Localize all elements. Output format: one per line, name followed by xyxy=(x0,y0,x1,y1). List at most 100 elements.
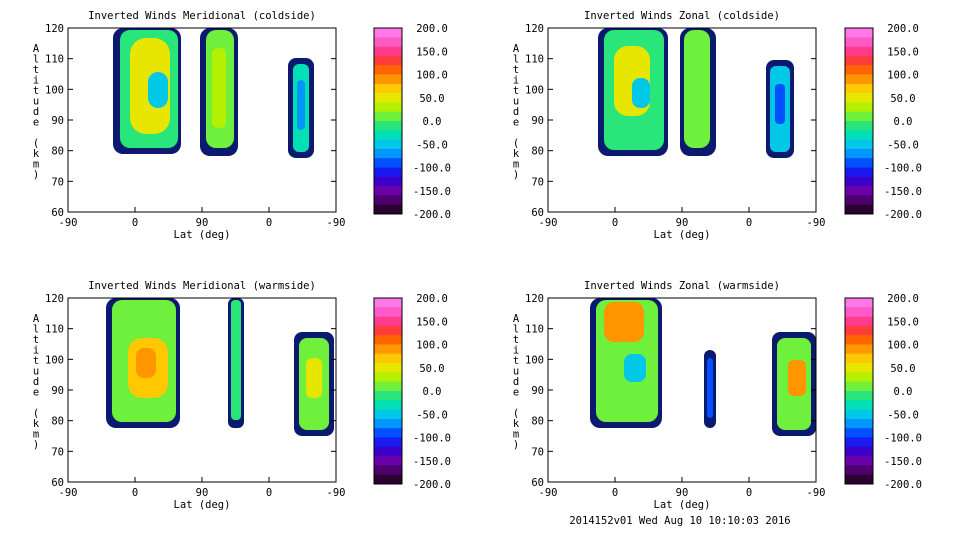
colorbar-swatch xyxy=(845,400,873,410)
colorbar-tick-label: 200.0 xyxy=(887,23,919,35)
y-axis-label-char: A xyxy=(513,43,520,55)
colorbar-swatch xyxy=(845,46,873,57)
y-axis-label-char: k xyxy=(513,418,520,430)
colorbar-frame xyxy=(373,27,403,215)
colorbar-tick-label: -100.0 xyxy=(413,163,451,175)
colorbar-swatch xyxy=(845,363,873,373)
colorbar-swatch xyxy=(374,428,402,438)
colorbar-tick-label: 50.0 xyxy=(890,93,915,105)
contour-region xyxy=(306,358,322,398)
x-axis-label: Lat (deg) xyxy=(654,499,711,511)
colorbar-swatch xyxy=(845,409,873,420)
x-tick-label: 0 xyxy=(266,487,272,499)
colorbar-swatch xyxy=(845,176,873,187)
colorbar-swatch xyxy=(845,83,873,94)
y-axis-label-char: e xyxy=(513,117,519,129)
colorbar-tick-label: -50.0 xyxy=(416,139,448,151)
y-axis-label-char: d xyxy=(33,106,39,118)
y-axis-label-char: A xyxy=(513,313,520,325)
colorbar-swatch xyxy=(374,204,402,215)
y-axis-label-char: m xyxy=(33,429,39,441)
x-tick-label: 90 xyxy=(196,217,209,229)
contour-region xyxy=(212,48,226,128)
x-tick-label: 0 xyxy=(266,217,272,229)
colorbar-tick-label: -100.0 xyxy=(884,433,922,445)
colorbar-swatch xyxy=(845,186,873,196)
panel-title: Inverted Winds Meridional (warmside) xyxy=(88,280,316,292)
colorbar-swatch xyxy=(374,176,402,187)
colorbar-tick-label: 0.0 xyxy=(894,116,913,128)
y-tick-label: 60 xyxy=(51,207,64,219)
y-axis-label-char: ( xyxy=(33,138,39,150)
y-axis-label-char: m xyxy=(513,429,519,441)
y-tick-label: 70 xyxy=(531,446,544,458)
y-tick-label: 80 xyxy=(531,416,544,428)
y-tick-label: 70 xyxy=(51,446,64,458)
colorbar-swatch xyxy=(374,65,402,75)
y-axis-label-char: t xyxy=(33,355,39,367)
colorbar-swatch xyxy=(845,474,873,485)
colorbar-swatch xyxy=(374,130,402,140)
colorbar-swatch xyxy=(845,158,873,168)
colorbar-frame xyxy=(844,297,874,485)
colorbar-swatch xyxy=(845,335,873,345)
y-axis-label-char: ) xyxy=(513,439,519,451)
x-tick-label: -90 xyxy=(327,217,346,229)
panel-2: Inverted Winds Zonal (coldside) 120 110 100… xyxy=(513,10,922,241)
y-axis-label-char: e xyxy=(33,117,39,129)
colorbar-swatch xyxy=(374,335,402,345)
y-tick-label: 90 xyxy=(531,385,544,397)
colorbar-tick-label: 200.0 xyxy=(416,293,448,305)
y-axis-label-char: u xyxy=(513,366,519,378)
x-tick-label: 0 xyxy=(612,217,618,229)
panel-title: Inverted Winds Zonal (coldside) xyxy=(584,10,780,22)
colorbar-swatch xyxy=(374,139,402,150)
colorbar-tick-label: -100.0 xyxy=(413,433,451,445)
colorbar: 200.0 150.0 100.0 50.0 0.0 -50.0 -100.0 -150.0 -… xyxy=(844,23,922,221)
colorbar-swatch xyxy=(845,391,873,401)
colorbar-swatch xyxy=(845,195,873,205)
y-tick-label: 120 xyxy=(45,293,64,305)
y-axis-label-char: t xyxy=(513,64,519,76)
panels: Inverted Winds Meridional (coldside) 120 1… xyxy=(33,10,922,511)
y-axis-label-char: e xyxy=(33,387,39,399)
colorbar-swatch xyxy=(374,409,402,420)
colorbar-tick-label: -200.0 xyxy=(884,209,922,221)
y-axis-label-char: m xyxy=(33,159,39,171)
colorbar-swatch xyxy=(374,391,402,401)
x-tick-label: 0 xyxy=(132,487,138,499)
contour-region xyxy=(148,72,168,108)
y-axis-label-char: d xyxy=(513,376,519,388)
colorbar-swatch xyxy=(374,195,402,205)
y-tick-label: 70 xyxy=(51,176,64,188)
colorbar-swatch xyxy=(374,456,402,466)
colorbar-swatch xyxy=(845,65,873,75)
y-tick-label: 100 xyxy=(525,84,544,96)
contour-region xyxy=(707,358,713,418)
colorbar-tick-label: 200.0 xyxy=(887,293,919,305)
contour-region xyxy=(775,84,785,124)
colorbar-tick-label: 150.0 xyxy=(416,46,448,58)
colorbar-tick-label: 100.0 xyxy=(887,340,919,352)
y-axis-label-char: k xyxy=(513,148,520,160)
y-tick-label: 60 xyxy=(531,207,544,219)
y-tick-label: 80 xyxy=(51,416,64,428)
colorbar-swatch xyxy=(845,298,873,308)
colorbar-frame xyxy=(844,27,874,215)
y-axis-label-char: k xyxy=(33,148,40,160)
colorbar-tick-label: 100.0 xyxy=(416,70,448,82)
y-axis-label-char: l xyxy=(33,54,39,66)
colorbar-tick-label: 150.0 xyxy=(887,46,919,58)
colorbar-swatch xyxy=(845,437,873,448)
colorbar-swatch xyxy=(374,325,402,336)
colorbar-tick-label: 50.0 xyxy=(419,93,444,105)
x-tick-label: 0 xyxy=(132,217,138,229)
colorbar-swatch xyxy=(374,316,402,327)
colorbar-tick-label: 100.0 xyxy=(416,340,448,352)
colorbar-swatch xyxy=(845,316,873,327)
y-tick-label: 120 xyxy=(525,293,544,305)
colorbar-tick-label: 150.0 xyxy=(416,316,448,328)
colorbar-tick-label: 150.0 xyxy=(887,316,919,328)
y-axis-label-char: t xyxy=(513,355,519,367)
y-tick-label: 110 xyxy=(45,54,64,66)
